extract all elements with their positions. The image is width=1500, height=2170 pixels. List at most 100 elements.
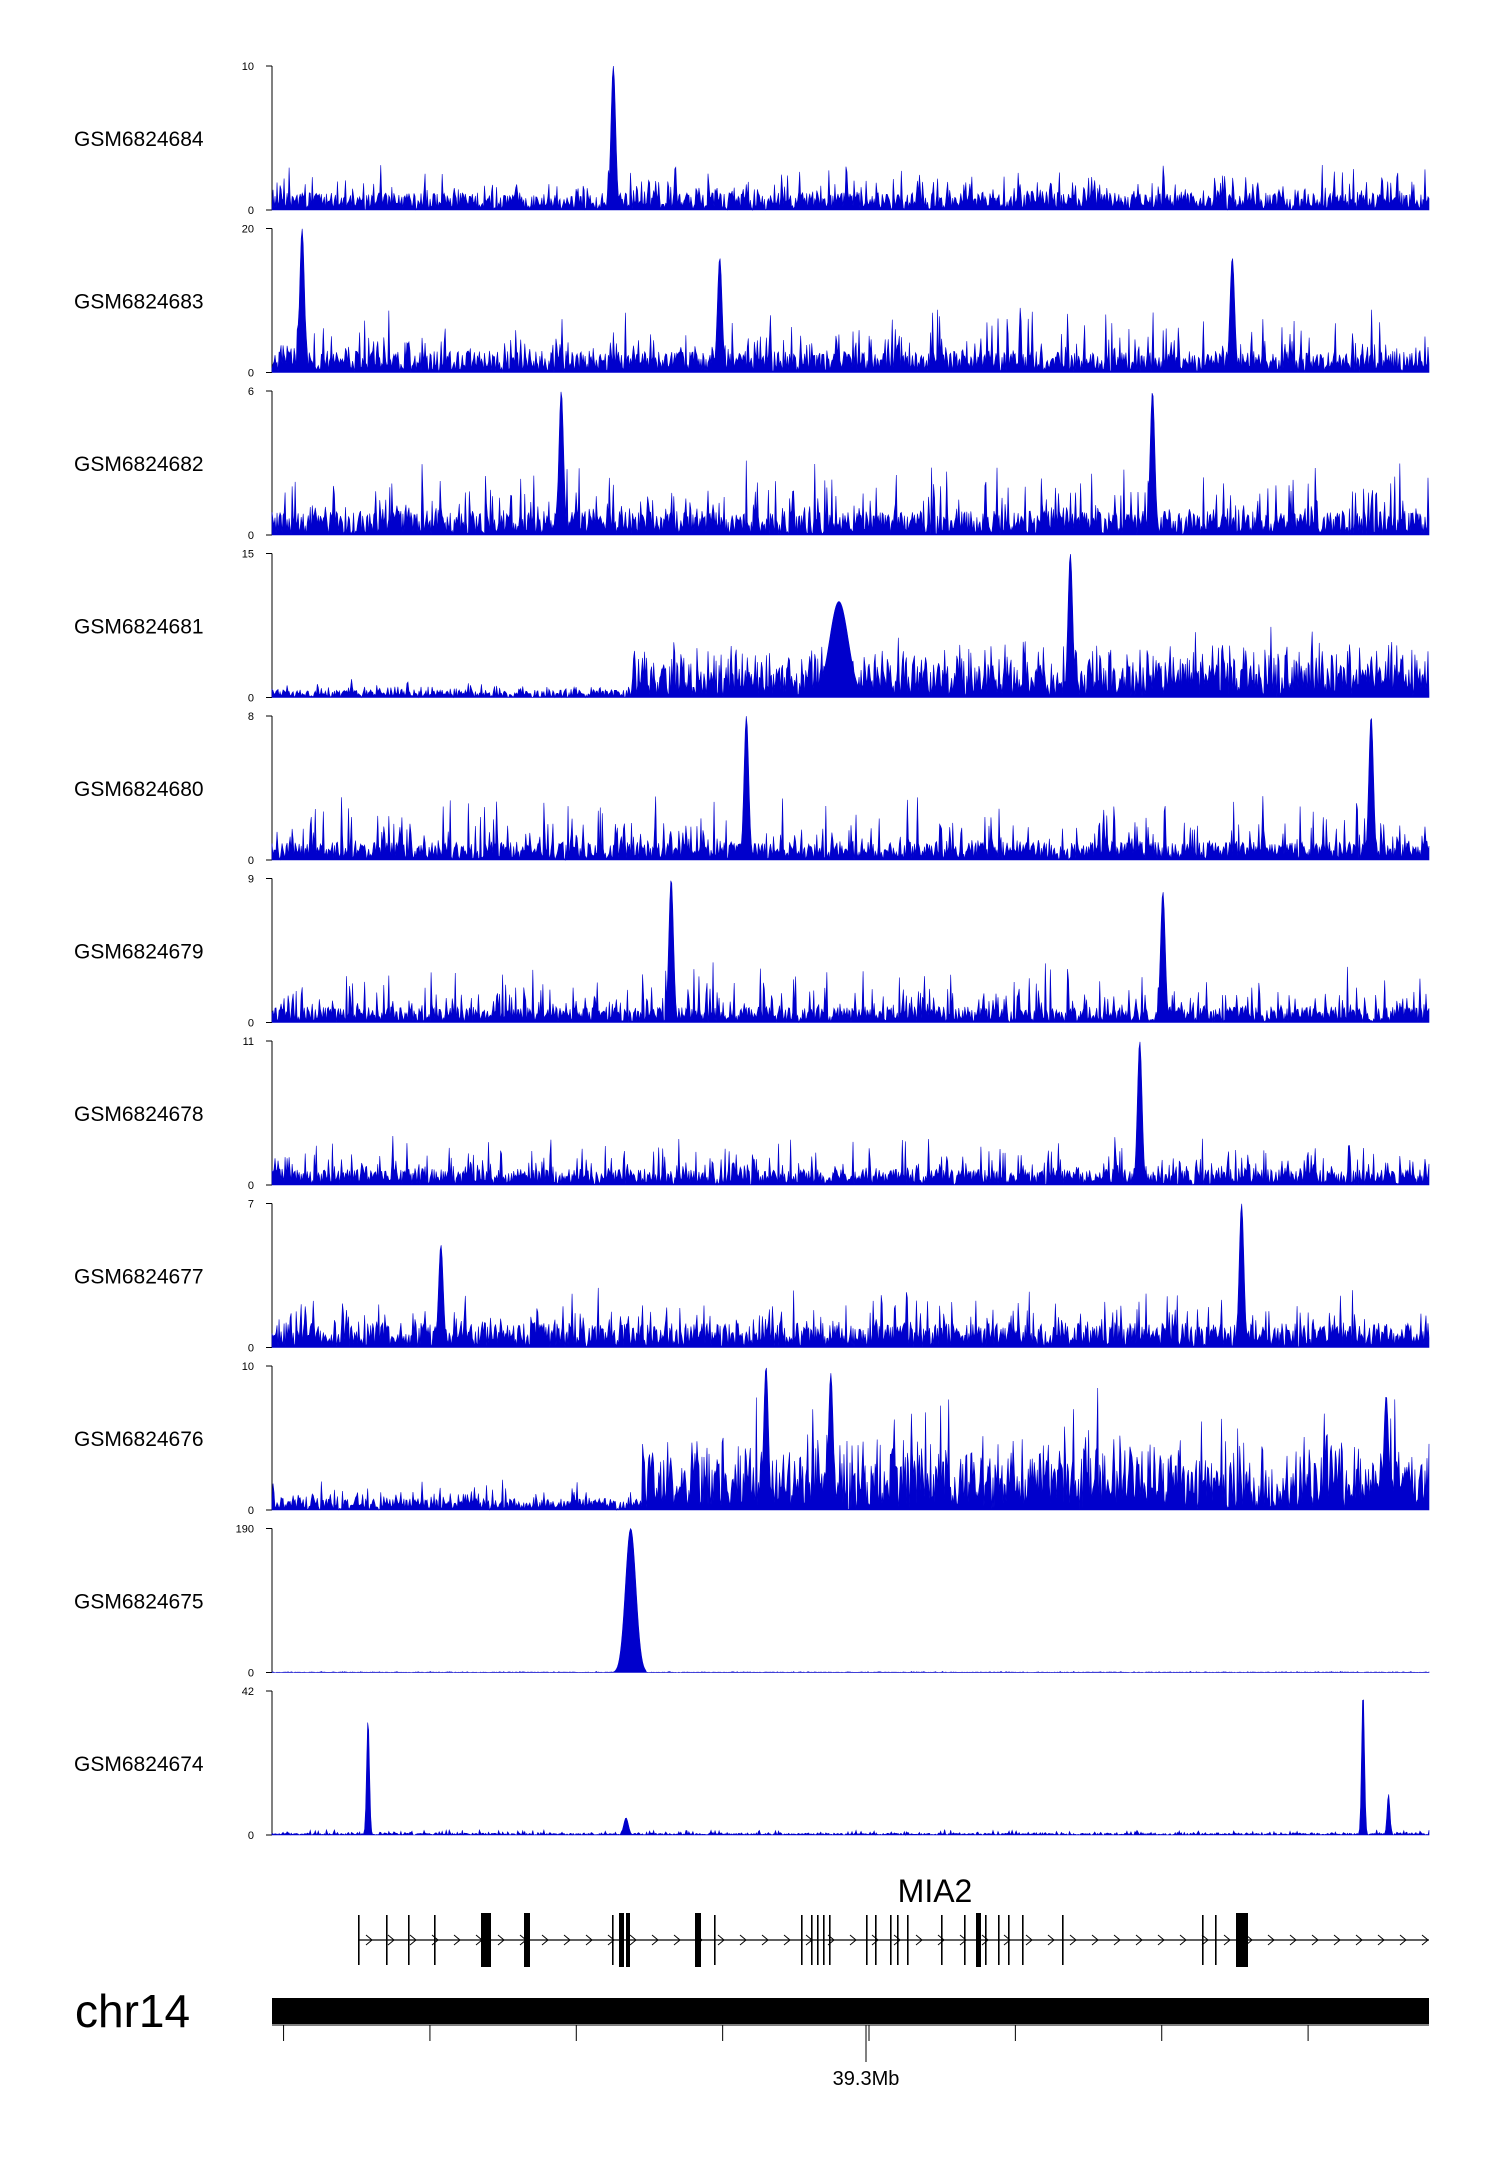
strand-arrow [563, 1934, 571, 1946]
track-label: GSM6824683 [74, 291, 204, 314]
track-GSM6824682: GSM6824682 6 0 [74, 386, 1430, 542]
strand-arrow [893, 1934, 901, 1946]
exon [358, 1915, 360, 1965]
strand-arrow [651, 1934, 659, 1946]
strand-arrow [1399, 1934, 1407, 1946]
strand-arrow [1289, 1934, 1297, 1946]
y-tick-label-min: 0 [248, 1668, 254, 1680]
exon [976, 1913, 981, 1967]
strand-arrow [981, 1934, 989, 1946]
y-tick-label-min: 0 [248, 855, 254, 867]
exon [434, 1915, 436, 1965]
y-tick-label-max: 9 [248, 874, 254, 886]
y-tick-label-min: 0 [248, 368, 254, 380]
track-GSM6824677: GSM6824677 7 0 [74, 1199, 1430, 1355]
strand-arrow [1421, 1934, 1429, 1946]
exon [985, 1915, 987, 1965]
strand-arrow [1135, 1934, 1143, 1946]
exon [408, 1915, 410, 1965]
strand-arrow [1311, 1934, 1319, 1946]
exon [626, 1913, 630, 1967]
exon [386, 1915, 388, 1965]
signal-area [271, 391, 1430, 536]
strand-arrow [1157, 1934, 1165, 1946]
signal-area [271, 1203, 1430, 1348]
strand-arrow [1179, 1934, 1187, 1946]
exon [875, 1915, 877, 1965]
exon [823, 1915, 825, 1965]
strand-arrow [739, 1934, 747, 1946]
track-label: GSM6824677 [74, 1266, 204, 1289]
strand-arrow [937, 1934, 945, 1946]
track-GSM6824681: GSM6824681 15 0 [74, 549, 1430, 705]
signal-area [271, 1527, 1430, 1673]
strand-arrow [1267, 1934, 1275, 1946]
chromosome-label: chr14 [75, 1985, 190, 2037]
genome-axis-ticks [283, 2025, 1309, 2062]
exon [829, 1915, 831, 1965]
track-label: GSM6824679 [74, 941, 204, 964]
gene-label: MIA2 [898, 1873, 973, 1909]
strand-arrow [783, 1934, 791, 1946]
y-tick-label-max: 190 [236, 1524, 254, 1536]
track-GSM6824680: GSM6824680 8 0 [74, 711, 1430, 867]
exon [801, 1915, 803, 1965]
signal-tracks: GSM6824684100GSM6824683200GSM682468260GS… [74, 61, 1430, 1842]
y-tick-label-max: 42 [242, 1686, 254, 1698]
y-tick-label-min: 0 [248, 1830, 254, 1842]
exon [811, 1915, 813, 1965]
strand-arrow [1069, 1934, 1077, 1946]
y-tick-label-min: 0 [248, 1505, 254, 1517]
track-label: GSM6824680 [74, 778, 204, 801]
exon [619, 1913, 624, 1967]
strand-arrow [673, 1934, 681, 1946]
strand-arrow [1377, 1934, 1385, 1946]
strand-arrow [629, 1934, 637, 1946]
gene-model-MIA2: MIA2 [358, 1873, 1429, 1967]
strand-arrow [717, 1934, 725, 1946]
track-GSM6824675: GSM6824675 190 0 [74, 1524, 1430, 1680]
signal-area [271, 880, 1430, 1024]
exon [1062, 1915, 1064, 1965]
strand-arrow [959, 1934, 967, 1946]
strand-arrow [1091, 1934, 1099, 1946]
signal-area [271, 716, 1430, 861]
exon [907, 1915, 909, 1965]
exon [714, 1915, 716, 1965]
exon [1215, 1915, 1217, 1965]
y-tick-label-min: 0 [248, 530, 254, 542]
exon [481, 1913, 491, 1967]
strand-arrow [541, 1934, 549, 1946]
exon [817, 1915, 819, 1965]
y-tick-label-min: 0 [248, 1343, 254, 1355]
signal-area [271, 1699, 1430, 1837]
strand-arrow [409, 1934, 417, 1946]
chromosome-ideogram: chr14 39.3Mb [75, 1985, 1429, 2090]
exon [897, 1915, 899, 1965]
track-GSM6824674: GSM6824674 42 0 [74, 1686, 1430, 1842]
strand-arrow [871, 1934, 879, 1946]
strand-arrow [849, 1934, 857, 1946]
signal-area [271, 1041, 1430, 1186]
exon [1236, 1913, 1248, 1967]
strand-arrow [1003, 1934, 1011, 1946]
exon [941, 1915, 943, 1965]
track-label: GSM6824675 [74, 1591, 204, 1614]
strand-arrow [915, 1934, 923, 1946]
track-label: GSM6824682 [74, 453, 204, 476]
exon [524, 1913, 530, 1967]
strand-arrow [1047, 1934, 1055, 1946]
strand-arrow [1113, 1934, 1121, 1946]
strand-arrow [1355, 1934, 1363, 1946]
genome-position-label: 39.3Mb [833, 2068, 900, 2090]
y-tick-label-max: 15 [242, 549, 254, 561]
track-label: GSM6824674 [74, 1753, 204, 1776]
exon [866, 1915, 868, 1965]
signal-area [271, 553, 1430, 699]
track-GSM6824684: GSM6824684 10 0 [74, 61, 1430, 217]
signal-area [271, 66, 1430, 212]
y-tick-label-max: 8 [248, 711, 254, 723]
exon [1008, 1915, 1010, 1965]
track-GSM6824678: GSM6824678 11 0 [74, 1036, 1430, 1192]
